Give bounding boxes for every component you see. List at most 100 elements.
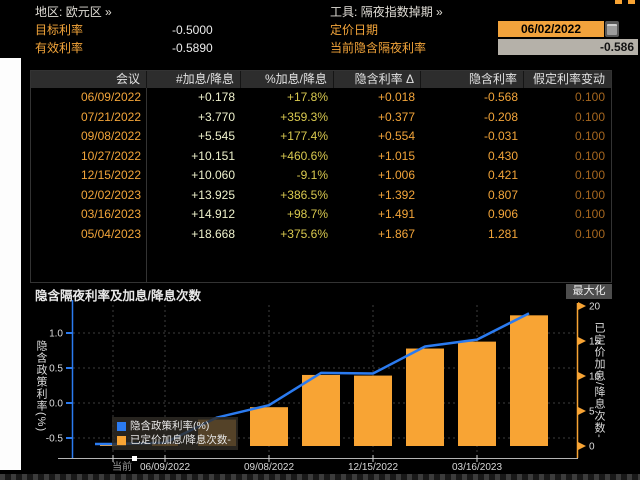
table-cell: 12/15/2022 <box>80 168 141 182</box>
region-selector[interactable]: 地区: 欧元区 » <box>35 4 112 20</box>
table-cell: +375.6% <box>280 226 328 241</box>
effective-rate-value: -0.5890 <box>172 41 213 55</box>
bottom-edge-strip <box>0 474 640 480</box>
table-cell: +5.545 <box>197 129 235 143</box>
table-cell: 0.100 <box>574 148 605 163</box>
tool-menu-arrow-icon: » <box>436 5 443 19</box>
table-row[interactable]: 02/02/2023 +13.925 +386.5% +1.392 0.807 0.100 <box>31 186 611 206</box>
right-tick-mark <box>578 302 586 310</box>
table-cell: 02/02/2023 <box>80 187 141 202</box>
table-cell: -0.031 <box>483 129 518 143</box>
calendar-icon-glyph <box>607 24 617 35</box>
right-tick-label: 5 <box>589 407 595 418</box>
table-row[interactable]: 09/08/2022 +5.545 +177.4% +0.554 -0.031 0.100 <box>31 127 611 147</box>
table-cell: +460.6% <box>280 148 328 163</box>
legend-label: 已定价加息/降息次数- <box>130 434 231 446</box>
table-column-divider <box>146 88 147 282</box>
table-cell: +13.925 <box>191 187 235 202</box>
calendar-icon[interactable] <box>605 21 619 37</box>
bar[interactable] <box>250 407 288 446</box>
table-cell: 0.100 <box>574 129 605 143</box>
table-cell: 1.281 <box>487 226 518 241</box>
right-tick-label: 20 <box>589 302 601 313</box>
table-cell: +1.392 <box>377 187 415 202</box>
bar[interactable] <box>302 374 340 446</box>
left-tick-label: 0.5 <box>49 364 63 375</box>
legend-swatch-icon <box>117 421 126 431</box>
table-cell: -0.568 <box>483 90 518 104</box>
bar[interactable] <box>354 375 392 446</box>
pricing-date-input[interactable]: 06/02/2022 <box>498 21 604 37</box>
table-cell: -9.1% <box>296 168 328 182</box>
effective-rate-label: 有效利率 <box>35 41 84 55</box>
right-tick-mark <box>578 407 586 415</box>
table-row[interactable]: 10/27/2022 +10.151 +460.6% +1.015 0.430 0.100 <box>31 147 611 167</box>
legend-item[interactable]: 已定价加息/降息次数- <box>117 434 231 446</box>
right-tick-label: 10 <box>589 372 601 383</box>
clipped-ui-fragment <box>628 0 635 4</box>
scrubber-handle[interactable] <box>132 456 137 461</box>
legend-swatch-icon <box>117 435 126 445</box>
column-header: 隐含利率 <box>421 71 524 88</box>
target-rate-value: -0.5000 <box>172 23 213 37</box>
table-cell: 0.100 <box>574 187 605 202</box>
column-header: %加息/降息 <box>241 71 334 88</box>
right-axis-title: 已定价加息/降息次数- <box>593 322 605 439</box>
bar[interactable] <box>510 315 548 446</box>
left-tick-label: 1.0 <box>49 329 63 340</box>
legend-item[interactable]: 隐含政策利率(%) <box>117 420 231 432</box>
table-cell: +17.8% <box>286 90 328 104</box>
maximize-button[interactable]: 最大化 <box>566 284 612 299</box>
chart-legend[interactable]: 隐含政策利率(%) 已定价加息/降息次数- <box>112 417 238 450</box>
table-cell: +1.015 <box>377 148 415 163</box>
right-tick-mark <box>578 372 586 380</box>
x-tick-label: 12/15/2022 <box>348 462 398 473</box>
tool-label: 工具: <box>330 5 358 19</box>
table-cell: +10.060 <box>191 168 235 182</box>
bar[interactable] <box>458 341 496 446</box>
table-row[interactable]: 03/16/2023 +14.912 +98.7% +1.491 0.906 0.100 <box>31 205 611 225</box>
table-cell: 0.100 <box>574 207 605 221</box>
table-cell: -0.208 <box>483 109 518 124</box>
tool-value: 隔夜指数掉期 <box>360 5 433 19</box>
bar[interactable] <box>406 348 444 446</box>
table-cell: 05/04/2023 <box>80 226 141 241</box>
table-cell: 0.100 <box>574 226 605 241</box>
table-cell: +14.912 <box>191 207 235 221</box>
table-cell: +0.018 <box>377 90 415 104</box>
table-row[interactable]: 12/15/2022 +10.060 -9.1% +1.006 0.421 0.100 <box>31 166 611 186</box>
table-cell: +3.770 <box>197 109 235 124</box>
table-cell: 0.807 <box>487 187 518 202</box>
table-row[interactable]: 06/09/2022 +0.178 +17.8% +0.018 -0.568 0.100 <box>31 88 611 108</box>
left-axis-title: 隐含政策利率(%) <box>35 340 47 433</box>
table-cell: 0.100 <box>574 90 605 104</box>
region-menu-arrow-icon: » <box>105 5 112 19</box>
table-cell: 07/21/2022 <box>80 109 141 124</box>
table-header-row: 会议 #加息/降息 %加息/降息 隐含利率 Δ 隐含利率 假定利率变动 <box>31 71 611 88</box>
right-tick-mark <box>578 337 586 345</box>
table-cell: 0.430 <box>487 148 518 163</box>
current-implied-label: 当前隐含隔夜利率 <box>330 41 427 55</box>
left-tick-mark <box>66 332 73 334</box>
current-implied-value-field: -0.586 <box>498 39 638 55</box>
table-cell: +359.3% <box>280 109 328 124</box>
right-tick-label: 0 <box>589 442 595 453</box>
region-label: 地区: <box>35 5 63 19</box>
page-margin <box>0 58 21 470</box>
target-rate-label: 目标利率 <box>35 23 84 37</box>
table-cell: +0.178 <box>197 90 235 104</box>
table-cell: 09/08/2022 <box>80 129 141 143</box>
right-tick-mark <box>578 442 586 450</box>
column-header: 隐含利率 Δ <box>334 71 421 88</box>
table-cell: 0.906 <box>487 207 518 221</box>
table-cell: 06/09/2022 <box>80 90 141 104</box>
left-tick-mark <box>66 402 73 404</box>
column-header: 会议 <box>31 71 147 88</box>
table-row[interactable]: 07/21/2022 +3.770 +359.3% +0.377 -0.208 0.100 <box>31 108 611 128</box>
column-header: 假定利率变动 <box>532 72 605 86</box>
table-row[interactable]: 05/04/2023 +18.668 +375.6% +1.867 1.281 0.100 <box>31 225 611 245</box>
tool-selector[interactable]: 工具: 隔夜指数掉期 » <box>330 4 443 20</box>
table-cell: 0.100 <box>574 109 605 124</box>
